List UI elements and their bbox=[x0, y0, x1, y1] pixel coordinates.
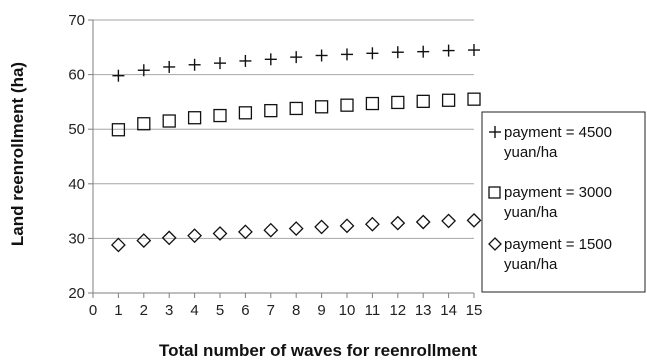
y-tick-label-50: 50 bbox=[68, 121, 85, 138]
point-square-4 bbox=[187, 111, 202, 125]
point-plus-7 bbox=[264, 53, 277, 66]
legend-label-4500-line2: yuan/ha bbox=[504, 144, 558, 161]
point-square-7 bbox=[264, 103, 278, 118]
x-axis-title: Total number of waves for reenrollment bbox=[159, 341, 477, 360]
point-diamond-14 bbox=[441, 213, 457, 229]
point-square-1 bbox=[111, 123, 126, 137]
point-plus-4 bbox=[188, 58, 201, 71]
legend-label-1500-line2: yuan/ha bbox=[504, 256, 558, 273]
point-diamond-3 bbox=[161, 230, 177, 246]
legend-label-3000-line1: payment = 3000 bbox=[504, 184, 612, 201]
point-plus-11 bbox=[366, 47, 379, 60]
x-tick-label-4: 4 bbox=[190, 302, 198, 319]
x-tick-label-9: 9 bbox=[317, 302, 325, 319]
y-tick-labels: 20 30 40 50 60 70 bbox=[68, 12, 85, 302]
point-diamond-9 bbox=[314, 219, 330, 235]
point-plus-6 bbox=[239, 54, 252, 67]
x-tick-label-13: 13 bbox=[415, 302, 432, 319]
point-plus-15 bbox=[468, 44, 480, 57]
point-square-15 bbox=[467, 92, 481, 106]
diamond-marker-icon bbox=[488, 237, 502, 251]
point-diamond-10 bbox=[339, 218, 355, 234]
x-tick-label-11: 11 bbox=[365, 302, 381, 319]
point-plus-9 bbox=[315, 49, 328, 62]
point-diamond-15 bbox=[466, 212, 482, 228]
y-tick-label-40: 40 bbox=[68, 176, 85, 193]
point-diamond-5 bbox=[212, 226, 228, 241]
x-tick-label-3: 3 bbox=[165, 302, 173, 319]
point-plus-3 bbox=[163, 60, 176, 73]
legend-label-1500-line1: payment = 1500 bbox=[504, 236, 612, 253]
point-plus-14 bbox=[442, 44, 455, 57]
point-diamond-13 bbox=[415, 214, 431, 230]
x-tick-label-12: 12 bbox=[389, 302, 406, 319]
point-diamond-6 bbox=[237, 224, 253, 240]
x-tick-label-2: 2 bbox=[140, 302, 148, 319]
point-plus-1 bbox=[112, 69, 125, 82]
point-plus-13 bbox=[417, 45, 430, 58]
x-tick-label-14: 14 bbox=[440, 302, 457, 319]
point-plus-10 bbox=[341, 48, 353, 61]
y-tick-label-60: 60 bbox=[68, 67, 85, 84]
point-plus-5 bbox=[214, 57, 226, 70]
legend: payment = 4500 yuan/ha payment = 3000 yu… bbox=[481, 111, 646, 293]
x-tick-label-0: 0 bbox=[89, 302, 97, 319]
x-tick-label-1: 1 bbox=[114, 302, 122, 319]
point-square-14 bbox=[441, 93, 456, 107]
point-plus-8 bbox=[290, 51, 303, 64]
point-square-6 bbox=[238, 106, 253, 120]
point-square-8 bbox=[289, 101, 303, 116]
point-diamond-12 bbox=[390, 215, 406, 231]
x-tick-label-8: 8 bbox=[292, 302, 300, 319]
data-points bbox=[110, 44, 482, 253]
point-square-5 bbox=[213, 108, 227, 123]
point-plus-2 bbox=[137, 64, 150, 77]
point-diamond-8 bbox=[288, 221, 304, 236]
point-diamond-7 bbox=[263, 222, 279, 238]
point-square-11 bbox=[365, 96, 380, 111]
y-tick-label-20: 20 bbox=[68, 285, 85, 302]
point-diamond-11 bbox=[364, 216, 380, 232]
x-tick-label-6: 6 bbox=[241, 302, 249, 319]
legend-frame bbox=[481, 111, 646, 293]
legend-item-1500: payment = 1500 yuan/ha bbox=[488, 236, 612, 273]
plus-marker-icon bbox=[489, 126, 501, 138]
legend-item-3000: payment = 3000 yuan/ha bbox=[488, 184, 612, 221]
x-tick-label-10: 10 bbox=[339, 302, 356, 319]
y-axis-title: Land reenrollment (ha) bbox=[8, 62, 27, 246]
legend-label-4500-line1: payment = 4500 bbox=[504, 124, 612, 141]
point-square-3 bbox=[162, 114, 176, 128]
y-tick-label-70: 70 bbox=[68, 12, 85, 29]
point-square-2 bbox=[137, 117, 151, 131]
point-diamond-1 bbox=[110, 237, 126, 253]
x-tick-label-15: 15 bbox=[466, 302, 483, 319]
legend-item-4500: payment = 4500 yuan/ha bbox=[489, 124, 612, 161]
point-plus-12 bbox=[391, 46, 404, 59]
square-marker-icon bbox=[488, 186, 501, 199]
axes bbox=[88, 19, 475, 298]
x-tick-label-7: 7 bbox=[267, 302, 275, 319]
gridlines bbox=[93, 19, 474, 239]
x-tick-label-5: 5 bbox=[216, 302, 224, 319]
point-diamond-2 bbox=[136, 233, 152, 249]
point-square-10 bbox=[340, 98, 354, 112]
point-square-13 bbox=[416, 94, 430, 109]
point-square-12 bbox=[391, 95, 405, 110]
legend-label-3000-line2: yuan/ha bbox=[504, 204, 558, 221]
y-tick-label-30: 30 bbox=[68, 230, 85, 247]
point-square-9 bbox=[314, 100, 329, 114]
point-diamond-4 bbox=[187, 228, 203, 244]
x-tick-labels: 0 1 2 3 4 5 6 7 8 9 10 11 12 13 14 15 bbox=[89, 302, 483, 319]
